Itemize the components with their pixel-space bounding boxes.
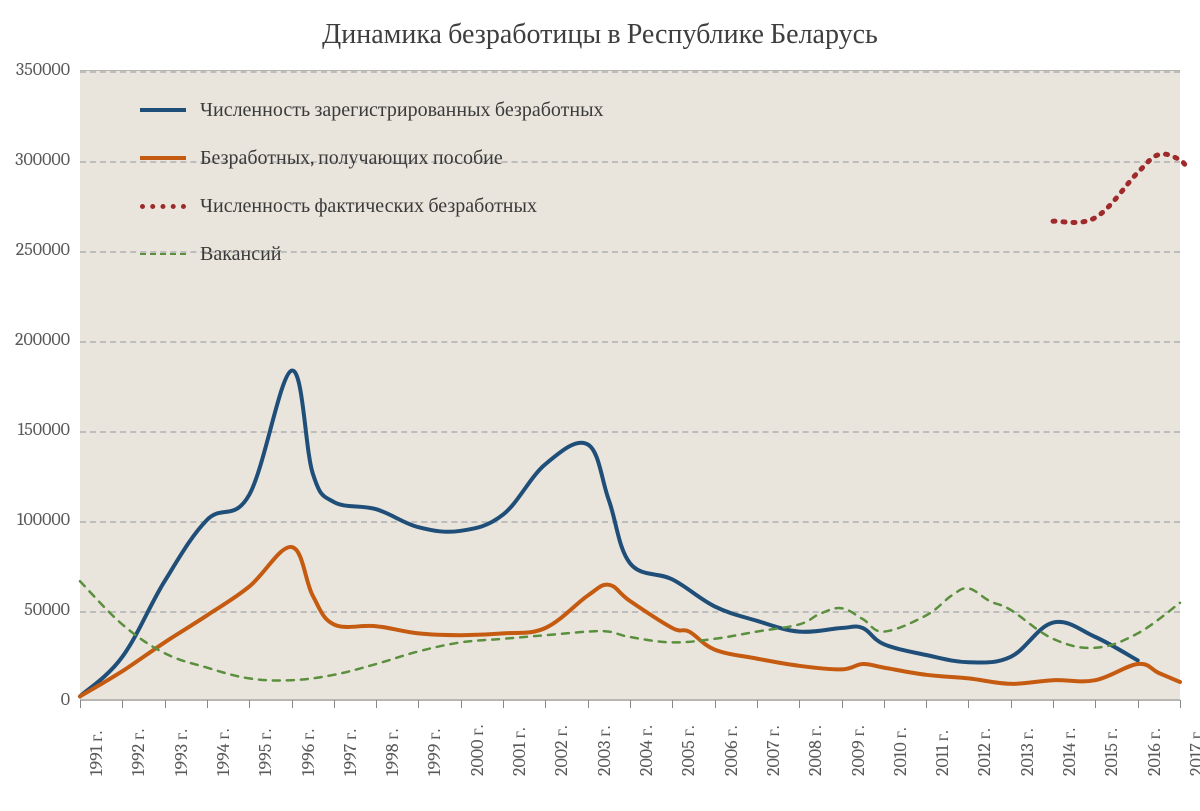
x-tick — [207, 700, 208, 708]
x-tick — [165, 700, 166, 708]
x-tick-label: 1992 г. — [128, 729, 149, 776]
x-tick — [122, 700, 123, 708]
x-tick — [418, 700, 419, 708]
legend-label: Вакансий — [200, 242, 282, 266]
legend-label: Безработных, получающих пособие — [200, 146, 503, 170]
x-tick — [842, 700, 843, 708]
x-tick — [545, 700, 546, 708]
y-tick-label: 300000 — [0, 149, 70, 170]
x-tick-label: 2005 г. — [678, 725, 699, 776]
x-tick — [249, 700, 250, 708]
x-tick-label: 2001 г. — [509, 727, 530, 776]
x-tick-label: 2004 г. — [636, 725, 657, 776]
series-registered_unemployed — [80, 370, 1138, 696]
x-tick-label: 2017 г. — [1186, 728, 1200, 776]
x-tick-label: 2016 г. — [1144, 728, 1165, 776]
x-tick-label: 2015 г. — [1101, 728, 1122, 776]
x-tick — [1180, 700, 1181, 708]
y-tick-label: 350000 — [0, 59, 70, 80]
chart-container: Динамика безработицы в Республике Белару… — [0, 0, 1200, 811]
series-receiving_benefits — [80, 547, 1180, 696]
x-tick-label: 2007 г. — [763, 725, 784, 776]
x-tick — [588, 700, 589, 708]
legend-swatch — [140, 253, 186, 255]
x-tick — [292, 700, 293, 708]
x-tick-label: 1991 г. — [86, 731, 107, 776]
x-tick-label: 2003 г. — [594, 726, 615, 776]
x-tick — [757, 700, 758, 708]
legend-swatch — [140, 108, 186, 112]
legend-label: Численность фактических безработных — [200, 194, 537, 218]
x-tick-label: 2009 г. — [848, 725, 869, 776]
x-tick — [80, 700, 81, 708]
x-tick — [334, 700, 335, 708]
x-tick-label: 1995 г. — [255, 729, 276, 776]
x-tick — [672, 700, 673, 708]
x-tick-label: 2011 г. — [932, 730, 953, 776]
x-tick-label: 2012 г. — [974, 728, 995, 776]
x-tick-label: 2000 г. — [467, 725, 488, 776]
legend-label: Численность зарегистрированных безработн… — [200, 98, 604, 122]
x-tick-label: 1999 г. — [424, 729, 445, 776]
legend-swatch — [140, 204, 186, 209]
x-tick-label: 2014 г. — [1059, 728, 1080, 776]
y-tick-label: 200000 — [0, 329, 70, 350]
legend-item-vacancies: Вакансий — [140, 230, 604, 278]
x-tick — [503, 700, 504, 708]
x-tick-label: 2002 г. — [551, 725, 572, 776]
x-tick — [799, 700, 800, 708]
x-tick — [968, 700, 969, 708]
x-tick-label: 1996 г. — [298, 729, 319, 776]
y-tick-label: 50000 — [0, 599, 70, 620]
series-vacancies — [80, 581, 1180, 680]
x-tick — [1095, 700, 1096, 708]
legend-item-actual_unemployed: Численность фактических безработных — [140, 182, 604, 230]
y-tick-label: 150000 — [0, 419, 70, 440]
x-tick — [1011, 700, 1012, 708]
series-actual_unemployed — [1053, 154, 1188, 222]
x-tick-label: 2006 г. — [721, 725, 742, 776]
x-tick — [630, 700, 631, 708]
legend-swatch — [140, 156, 186, 160]
x-tick — [1138, 700, 1139, 708]
legend-item-registered_unemployed: Численность зарегистрированных безработн… — [140, 86, 604, 134]
y-tick-label: 100000 — [0, 509, 70, 530]
x-tick-label: 1993 г. — [171, 729, 192, 776]
x-tick — [884, 700, 885, 708]
x-tick — [461, 700, 462, 708]
x-tick-label: 2010 г. — [890, 727, 911, 776]
y-tick-label: 250000 — [0, 239, 70, 260]
x-tick — [376, 700, 377, 708]
x-tick-label: 2013 г. — [1017, 728, 1038, 776]
x-tick-label: 1994 г. — [213, 728, 234, 776]
x-tick — [715, 700, 716, 708]
x-tick-label: 1997 г. — [340, 729, 361, 776]
x-tick — [1053, 700, 1054, 708]
y-tick-label: 0 — [0, 689, 70, 710]
x-tick — [926, 700, 927, 708]
legend-item-receiving_benefits: Безработных, получающих пособие — [140, 134, 604, 182]
x-tick-label: 1998 г. — [382, 728, 403, 776]
legend: Численность зарегистрированных безработн… — [140, 86, 604, 278]
x-tick-label: 2008 г. — [805, 725, 826, 776]
